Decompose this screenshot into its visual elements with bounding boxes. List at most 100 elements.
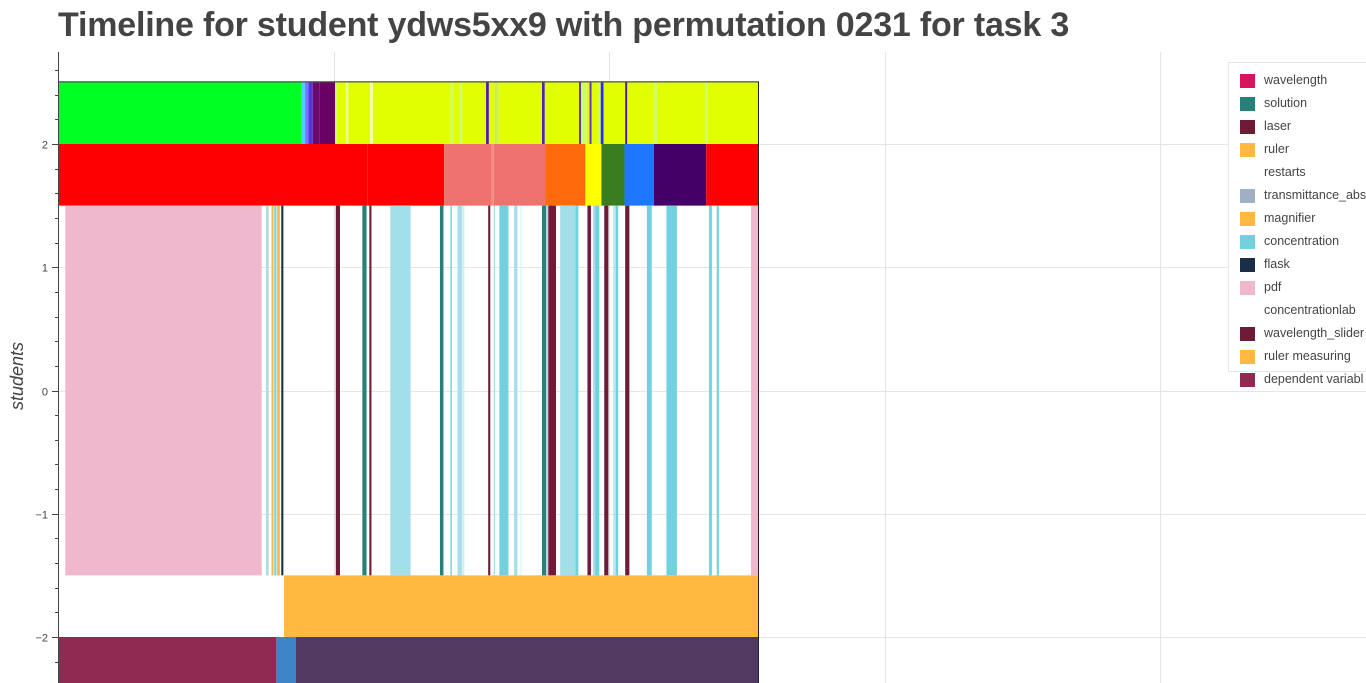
legend-label: flask — [1264, 257, 1290, 271]
legend-swatch — [1240, 166, 1255, 180]
timeline-segment-r2-20 — [546, 205, 549, 576]
timeline-segment-r1-7 — [601, 144, 625, 206]
timeline-segment-r0-12 — [450, 82, 454, 144]
timeline-segment-r0-24 — [586, 82, 590, 144]
timeline-segment-r1-5 — [545, 144, 586, 206]
timeline-segment-r0-28 — [600, 82, 604, 144]
timeline-segment-r2-32 — [666, 205, 677, 576]
timeline-segment-r0-23 — [581, 82, 587, 144]
timeline-segment-r2-18 — [520, 205, 522, 576]
timeline-segment-r2-27 — [604, 205, 609, 576]
timeline-segment-r2-14 — [488, 205, 491, 576]
timeline-segment-r2-33 — [709, 205, 712, 576]
timeline-segment-r0-21 — [544, 82, 580, 144]
timeline-segment-r2-13 — [463, 205, 465, 576]
timeline-segment-r0-27 — [598, 82, 601, 144]
legend-label: restarts — [1264, 165, 1306, 179]
timeline-segment-r2-2 — [271, 205, 274, 576]
timeline-segment-r0-19 — [498, 82, 543, 144]
timeline-segment-r0-34 — [704, 82, 708, 144]
timeline-segment-r2-25 — [593, 205, 596, 576]
timeline-segment-r1-2 — [444, 144, 492, 206]
timeline-segment-r0-25 — [589, 82, 592, 144]
legend-label: wavelength — [1264, 73, 1328, 87]
y-tick-label-2: 0 — [42, 387, 48, 399]
timeline-segment-r0-31 — [627, 82, 654, 144]
legend-label: ruler — [1264, 142, 1290, 156]
timeline-segment-r2-34 — [716, 205, 719, 576]
timeline-segment-r2-31 — [646, 205, 652, 576]
timeline-segment-r4-0 — [59, 637, 277, 683]
timeline-segment-r1-9 — [653, 144, 707, 206]
legend-label: transmittance_abs — [1264, 188, 1366, 202]
timeline-segment-r2-26 — [595, 205, 600, 576]
timeline-segment-r0-5 — [319, 82, 336, 144]
timeline-segment-r0-20 — [542, 82, 545, 144]
timeline-segment-r0-0 — [59, 82, 302, 144]
timeline-segment-r0-14 — [460, 82, 463, 144]
timeline-segment-r2-7 — [362, 205, 367, 576]
timeline-segment-r0-29 — [603, 82, 626, 144]
timeline-segment-r2-28 — [613, 205, 615, 576]
legend-label: concentrationlab — [1264, 303, 1356, 317]
timeline-segment-r2-17 — [514, 205, 518, 576]
legend-label: dependent variabl — [1264, 372, 1364, 386]
legend-swatch — [1240, 373, 1255, 387]
timeline-segment-r0-7 — [337, 82, 346, 144]
timeline-segment-r0-32 — [653, 82, 658, 144]
timeline-segment-r1-6 — [585, 144, 602, 206]
timeline-segment-r2-5 — [281, 205, 284, 576]
timeline-segment-r2-24 — [587, 205, 591, 576]
timeline-segment-r2-19 — [542, 205, 547, 576]
timeline-segment-r2-11 — [450, 205, 452, 576]
legend-swatch — [1240, 281, 1255, 295]
timeline-segment-r2-30 — [625, 205, 630, 576]
timeline-segment-r2-3 — [274, 205, 277, 576]
y-tick-label-4: −2 — [35, 633, 48, 645]
timeline-segment-r2-29 — [615, 205, 619, 576]
timeline-segment-r1-3 — [491, 144, 494, 206]
timeline-segment-r0-17 — [488, 82, 495, 144]
timeline-segment-r2-21 — [548, 205, 556, 576]
timeline-segment-r0-18 — [494, 82, 499, 144]
timeline-segment-r0-13 — [453, 82, 461, 144]
timeline-segment-r2-4 — [277, 205, 280, 576]
y-axis: 2 1 0 −1 −2 — [35, 52, 59, 683]
timeline-segment-r0-6 — [335, 82, 338, 144]
timeline-segment-r0-30 — [625, 82, 628, 144]
timeline-segment-r0-2 — [305, 82, 309, 144]
timeline-segment-r0-10 — [370, 82, 373, 144]
legend[interactable]: wavelength solution laser ruler restarts tran… — [1228, 62, 1366, 387]
legend-swatch — [1240, 327, 1255, 341]
legend-label: laser — [1264, 119, 1292, 133]
timeline-segment-r2-1 — [265, 205, 269, 576]
timeline-segment-r1-4 — [493, 144, 546, 206]
timeline-segment-r0-35 — [707, 82, 758, 144]
legend-swatch — [1240, 120, 1255, 134]
timeline-segment-r2-35 — [751, 205, 758, 576]
timeline-segment-r4-1 — [276, 637, 296, 683]
timeline-segment-r4-2 — [295, 637, 758, 683]
timeline-segment-r0-16 — [486, 82, 489, 144]
timeline-segment-r0-33 — [657, 82, 705, 144]
legend-swatch — [1240, 189, 1255, 203]
y-tick-label-1: 1 — [42, 263, 48, 275]
legend-label: pdf — [1264, 280, 1282, 294]
legend-label: concentration — [1264, 234, 1340, 248]
timeline-segment-r2-8 — [369, 205, 372, 576]
timeline-segment-r0-9 — [348, 82, 371, 144]
legend-swatch — [1240, 258, 1255, 272]
y-axis-label: students — [7, 342, 27, 410]
timeline-segment-r2-16 — [499, 205, 509, 576]
timeline-segment-r1-0 — [59, 144, 368, 206]
legend-swatch — [1240, 74, 1255, 88]
timeline-bars — [58, 81, 759, 683]
timeline-segment-r0-3 — [308, 82, 313, 144]
timeline-segment-r2-10 — [439, 205, 444, 576]
timeline-segment-r3-0 — [284, 575, 758, 637]
legend-label: ruler measuring — [1264, 349, 1351, 363]
y-tick-label-3: −1 — [35, 510, 48, 522]
legend-swatch — [1240, 212, 1255, 226]
timeline-segment-r0-4 — [312, 82, 320, 144]
